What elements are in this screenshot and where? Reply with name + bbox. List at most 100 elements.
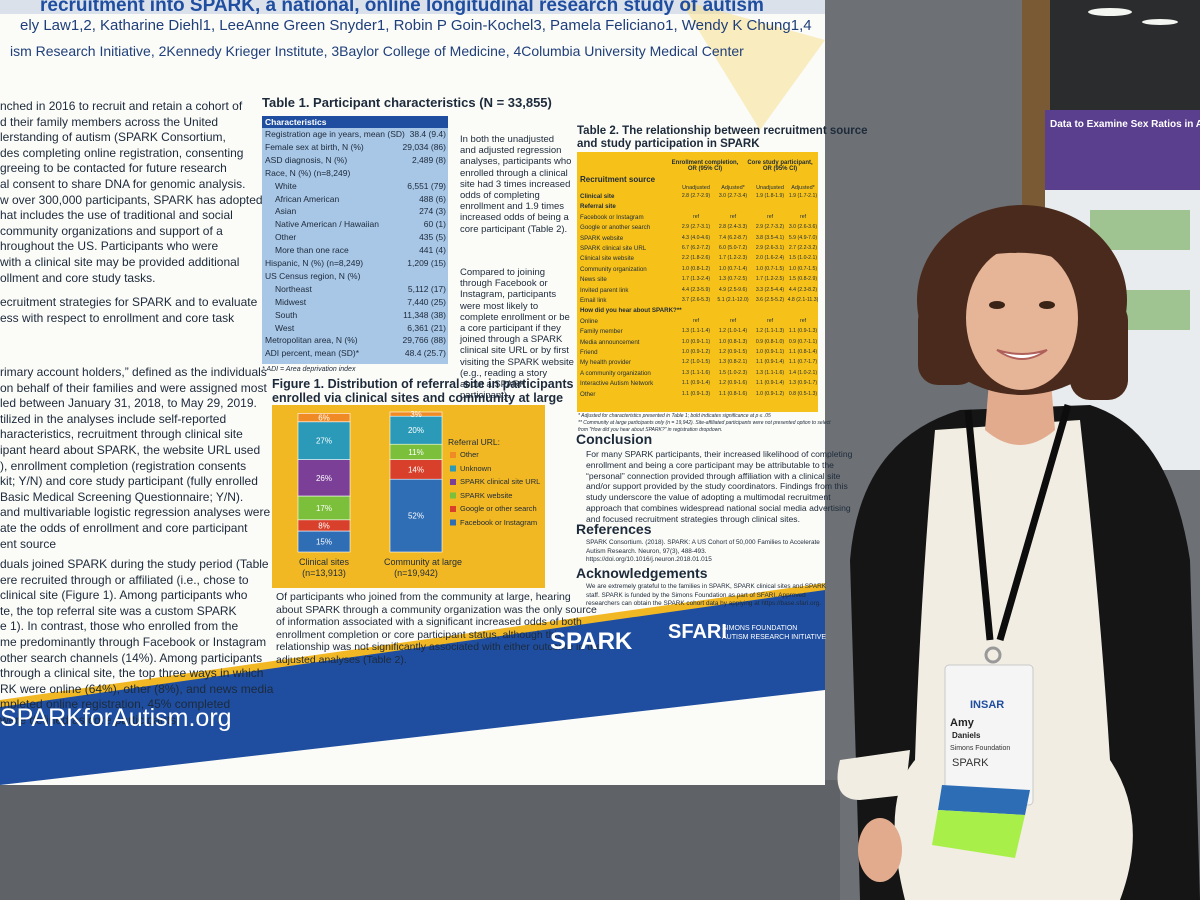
legend-swatch [450, 492, 456, 499]
table1-value: 6,361 (21) [407, 322, 446, 333]
table2-cell: 4.4 (2.3-8.2) [788, 286, 818, 293]
badge-affiliation: Simons Foundation [950, 745, 1011, 752]
body-text: ate the odds of enrollment and core part… [0, 521, 248, 535]
table2-cell: 1.5 (1.0-2.3) [718, 369, 748, 376]
table2-cell: 1.3 (1.1-1.6) [755, 369, 785, 376]
table2-cell: 1.5 (1.0-2.1) [788, 255, 818, 262]
table2-subheader: Unadjusted [682, 185, 710, 191]
legend-label: Unknown [460, 463, 492, 473]
table2-cell: 4.3 (4.0-4.6) [681, 234, 711, 241]
table1-cell: Hispanic, N (%) (n=8,249) [265, 258, 364, 268]
bar-label: 26% [316, 474, 332, 483]
bar-segment [297, 413, 351, 423]
bar-label: 27% [316, 437, 332, 446]
table2-row-label: Online [580, 317, 598, 325]
body-text: d their family members across the United [0, 114, 219, 129]
logo-spark: SPARK [550, 628, 633, 655]
table1-cell: Asian [275, 206, 297, 217]
body-text: me predominantly through Facebook or Ins… [0, 635, 267, 649]
table2-cell: ref [799, 317, 807, 324]
badge-ribbon-blue [938, 785, 1030, 815]
poster-affiliations: ism Research Initiative, 2Kennedy Kriege… [10, 43, 744, 59]
table1-cell: Registration age in years, mean (SD) [265, 129, 405, 139]
body-text: te, the top referral site was a custom S… [0, 603, 237, 618]
body-text: lerstanding of autism (SPARK Consortium, [0, 130, 226, 145]
body-text: hat includes the use of traditional and … [0, 208, 233, 223]
poster-authors: ely Law1,2, Katharine Diehl1, LeeAnne Gr… [20, 17, 812, 34]
table1-value: 488 (6) [419, 193, 446, 204]
table2-note: * Adjusted for characteristics presented… [578, 413, 771, 419]
legend-swatch [450, 479, 456, 485]
table2-cell: 1.2 (1.0-1.5) [681, 359, 711, 366]
table2-cell: ref [692, 213, 700, 220]
section-heading: References [576, 521, 652, 537]
poster-top [0, 0, 825, 14]
table1-header: Characteristics [265, 117, 327, 127]
board-lower [0, 780, 840, 900]
body-text: rimary account holders,” defined as the … [0, 365, 267, 379]
results-text: complete enrollment or be [460, 311, 570, 323]
bar-label: 17% [316, 504, 332, 513]
table2-cell: 1.1 (0.8-1.4) [788, 349, 818, 355]
table2-cell: 1.0 (0.8-1.3) [718, 338, 748, 345]
table2-cell: ref [766, 317, 774, 324]
table2-cell: 0.8 (0.5-1.3) [788, 390, 818, 397]
table2-cell: 1.9 (1.7-2.1) [788, 193, 818, 199]
table1-value: 29,766 (88) [402, 335, 446, 346]
table1-header-bg [262, 116, 448, 128]
hair-right [1070, 300, 1128, 400]
table2-cell: 1.2 (1.1-1.3) [755, 328, 785, 335]
table2-cell: 2.9 (2.7-3.1) [681, 224, 711, 231]
eye [989, 301, 1005, 309]
table2-cell: 2.9 (2.6-3.1) [755, 245, 785, 251]
table1-cell: Northeast [275, 283, 312, 294]
legend-label: Other [460, 450, 479, 459]
table2-cell: 1.5 (0.8-2.9) [788, 276, 818, 283]
results-text: joined through a SPARK [460, 334, 563, 346]
legend-swatch [450, 519, 456, 526]
table2-cell: 1.7 (1.2-2.3) [718, 255, 748, 262]
body-text: community organizations and support of a [0, 223, 223, 238]
table1-cell: African American [275, 193, 340, 204]
section-text: and/or support provided by the study coo… [586, 481, 848, 492]
results-text: core participant (Table 2). [460, 223, 568, 235]
table2-cell: 0.9 (0.8-1.0) [755, 338, 785, 345]
logo-sfari: SFARI [668, 621, 727, 643]
table2-group-header: Enrollment completion, OR (95% CI) [671, 160, 739, 172]
smile [996, 349, 1048, 360]
table1-bg [262, 116, 448, 364]
table2-cell: 1.2 (1.0-1.4) [718, 328, 748, 335]
table1-note: * ADI = Area deprivation index [262, 366, 356, 373]
body-text: and multivariable logistic regression an… [0, 505, 271, 520]
table2-subheader: Adjusted* [721, 185, 745, 191]
body-text: ess with respect to enrollment and core … [0, 310, 235, 325]
table2-cell: 3.3 (2.5-4.4) [755, 286, 785, 293]
table2-row-label: Community organization [580, 265, 647, 273]
table1-cell: Female sex at birth, N (%) [265, 141, 364, 152]
bar-label: 6% [318, 414, 330, 423]
results-text: visiting the SPARK website [460, 356, 574, 368]
results-text: Instagram, participants [460, 289, 557, 301]
figure1-caption: of information associated with a signifi… [276, 616, 582, 629]
hand [858, 818, 902, 882]
neighbor-chart [1090, 210, 1190, 250]
table1-value: 7,440 (25) [407, 296, 446, 307]
section-text: study underscore the value of adopting a… [586, 492, 831, 503]
results-text: a core participant if they [460, 323, 561, 334]
x-label-note: (n=19,942) [394, 568, 438, 578]
table2-cell: 2.0 (1.6-2.4) [755, 255, 785, 262]
table2-cell: 1.0 (0.9-1.2) [755, 390, 785, 397]
table2-cell: 0.9 (0.7-1.1) [788, 338, 818, 345]
bar-segment [389, 411, 443, 417]
table2-cell: ref [729, 317, 737, 324]
body-text: nched in 2016 to recruit and retain a co… [0, 99, 243, 113]
table2-cell: 1.4 (1.0-2.1) [788, 369, 818, 376]
table2-cell: 1.1 (0.9-1.4) [755, 359, 785, 366]
bar-segment [297, 421, 351, 460]
fringe [960, 240, 1085, 275]
table1-cell: West [275, 322, 295, 333]
section-text: For many SPARK participants, their incre… [586, 449, 853, 459]
table2-row-label: How did you hear about SPARK?** [580, 307, 682, 315]
